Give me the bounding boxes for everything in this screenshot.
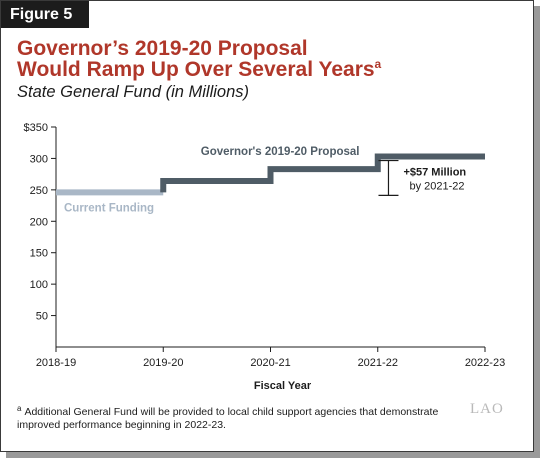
figure-title: Governor’s 2019-20 Proposal Would Ramp U… <box>17 38 517 80</box>
x-tick-label: 2019-20 <box>143 357 183 369</box>
y-tick-label: 250 <box>30 185 48 197</box>
title-footnote-mark: a <box>374 57 382 71</box>
annotation-value-label: +$57 Million <box>403 167 466 179</box>
card-shadow-right <box>534 6 540 458</box>
y-tick-label: 150 <box>30 248 48 260</box>
x-tick-label: 2021-22 <box>358 357 398 369</box>
current-funding-label: Current Funding <box>64 202 154 214</box>
x-axis-title: Fiscal Year <box>254 380 312 392</box>
footnote-mark: a <box>17 403 22 413</box>
y-tick-label: 200 <box>30 216 48 228</box>
figure-label: Figure 5 <box>1 1 89 28</box>
title-line-1: Governor’s 2019-20 Proposal <box>17 37 308 60</box>
x-tick-label: 2018-19 <box>36 357 76 369</box>
footnote-text: Additional General Fund will be provided… <box>17 406 439 431</box>
footnote: a Additional General Fund will be provide… <box>17 403 457 432</box>
step-chart: 50 100 150 200 250 300 $350 2018-19 2019-20 2020-… <box>24 122 506 392</box>
annotation-period-label: by 2021-22 <box>409 181 464 193</box>
figure-subtitle: State General Fund (in Millions) <box>17 83 250 101</box>
y-tick-label: $350 <box>24 122 48 134</box>
governors-proposal-line <box>160 153 485 193</box>
x-tick-label: 2022-23 <box>465 357 505 369</box>
y-tick-label: 100 <box>30 279 48 291</box>
x-tick-label: 2020-21 <box>250 357 290 369</box>
figure-card: Figure 5 Governor’s 2019-20 Proposal Wou… <box>0 0 534 452</box>
y-tick-label: 300 <box>30 153 48 165</box>
lao-logo: LAO <box>470 401 504 417</box>
card-shadow-bottom <box>6 452 540 458</box>
title-line-2: Would Ramp Up Over Several Yearsa <box>17 57 517 81</box>
title-line-2-text: Would Ramp Up Over Several Years <box>17 58 375 81</box>
y-tick-label: 50 <box>36 311 48 323</box>
governors-proposal-label: Governor's 2019-20 Proposal <box>201 146 360 158</box>
